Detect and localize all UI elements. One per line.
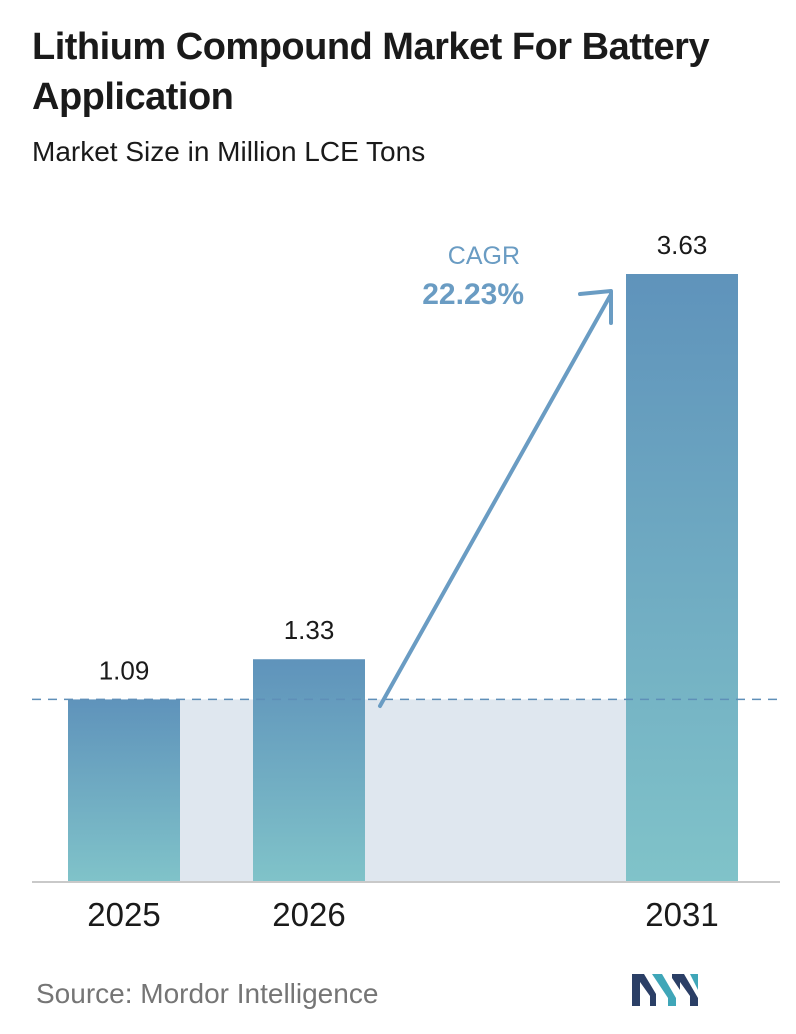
value-label-2031: 3.63 (657, 230, 708, 260)
bar-2025 (68, 699, 180, 882)
x-tick-labels-group: 2025 2026 2031 (87, 896, 718, 933)
cagr-arrow-shaft (378, 294, 612, 708)
chart-title: Lithium Compound Market For Battery Appl… (32, 26, 710, 118)
chart-subtitle: Market Size in Million LCE Tons (32, 136, 426, 167)
cagr-value: 22.23% (422, 278, 524, 311)
source-note: Source: Mordor Intelligence (36, 978, 379, 1009)
x-tick-label-2025: 2025 (87, 896, 160, 933)
cagr-arrow (378, 289, 613, 708)
x-tick-label-2026: 2026 (272, 896, 345, 933)
bars-group (68, 274, 738, 882)
cagr-label: CAGR (448, 242, 520, 270)
value-label-2026: 1.33 (284, 615, 335, 645)
x-tick-label-2031: 2031 (645, 896, 718, 933)
bar-2031 (626, 274, 738, 882)
mordor-intelligence-logo (632, 974, 698, 1006)
value-labels-group: 1.09 1.33 3.63 (99, 230, 708, 685)
value-label-2025: 1.09 (99, 655, 150, 685)
bar-2026 (253, 659, 365, 882)
cagr-arrow-head (578, 289, 613, 325)
